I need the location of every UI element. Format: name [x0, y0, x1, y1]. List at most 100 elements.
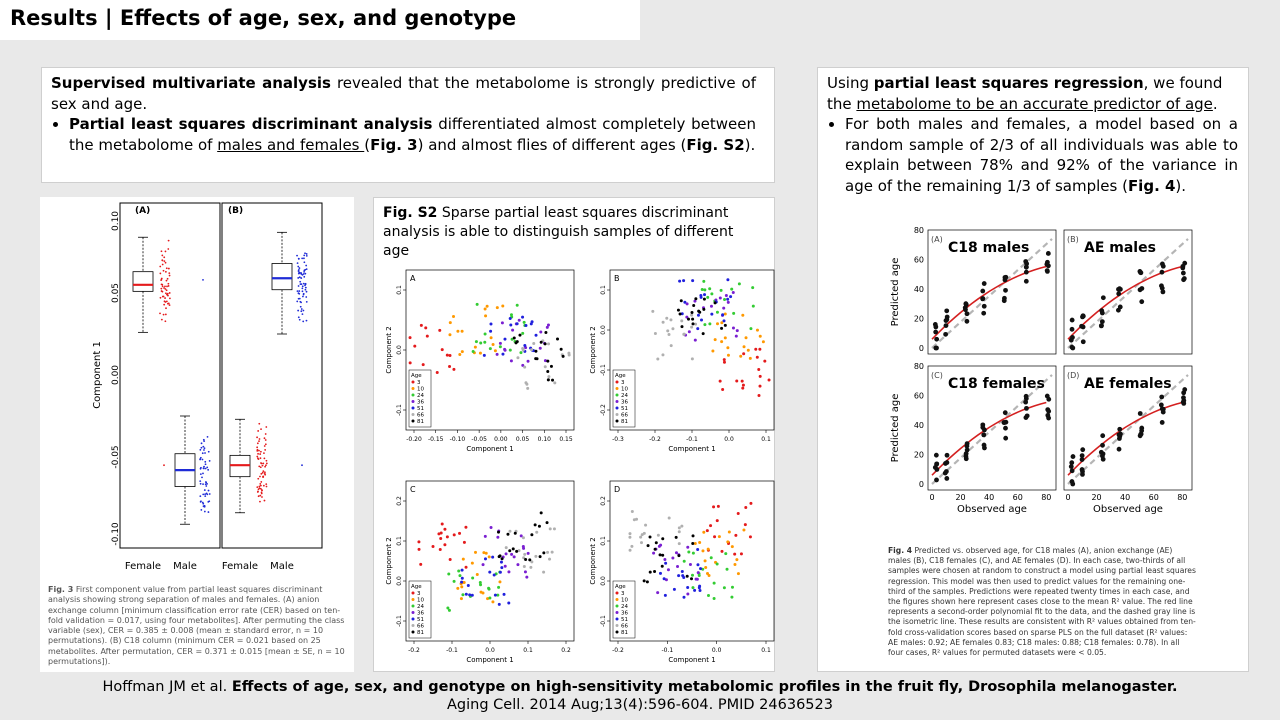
fig4-point [980, 296, 986, 301]
jitter-point [298, 318, 301, 321]
jitter-point [202, 502, 205, 505]
fig4-point [981, 432, 987, 438]
figs2-point [731, 326, 735, 330]
figs2-point [732, 311, 736, 315]
figs2-point [758, 334, 762, 338]
figs2-point [702, 279, 706, 283]
jitter-point [302, 295, 304, 298]
figs2-point [687, 330, 691, 334]
jitter-point [263, 457, 266, 460]
figs2-point [734, 334, 738, 338]
fig4-panel-name: AE females [1084, 376, 1172, 392]
figs2-point [484, 314, 488, 318]
figs2-point [408, 361, 412, 365]
figs2-point [730, 595, 734, 599]
figs2-point [680, 325, 684, 329]
jitter-point [161, 263, 164, 266]
jitter-point [164, 313, 167, 316]
figs2-point [702, 307, 706, 311]
figs2-point [448, 333, 452, 337]
fig3-ytick: 0.10 [111, 211, 121, 231]
jitter-point [256, 486, 259, 489]
figs2-point [496, 535, 500, 539]
jitter-point [202, 438, 205, 441]
jitter-point [164, 320, 167, 323]
figs2-point [513, 531, 517, 535]
figs2-point [693, 588, 697, 592]
figs2-legend-dot [411, 406, 415, 410]
figs2-ytick: 0.0 [396, 576, 403, 586]
figs2-point [713, 338, 717, 342]
figs2-point [699, 294, 703, 298]
fig3-yticks: 0.10 0.05 0.00 -0.05 -0.10 [111, 211, 121, 546]
jitter-point [297, 316, 300, 319]
fig4-point [1003, 419, 1009, 425]
fig4-point [1139, 428, 1145, 434]
figs2-point [686, 592, 690, 596]
figs2-point [690, 573, 694, 577]
jitter-point [301, 273, 304, 276]
jitter-point [161, 254, 164, 257]
right-bullet-list: For both males and females, a model base… [827, 114, 1238, 196]
jitter-point [164, 250, 167, 253]
fig4-point [963, 451, 969, 456]
figs2-point [712, 505, 716, 509]
figs2-point [726, 540, 730, 544]
figs2-point [697, 309, 701, 313]
figs2-legend-dot [615, 413, 619, 416]
figs2-point [502, 592, 506, 596]
figs2-point [740, 379, 744, 383]
figs2-point [698, 584, 702, 588]
fig3-ytick: -0.05 [111, 445, 121, 468]
figs2-point [682, 559, 686, 563]
figs2-point [699, 567, 703, 571]
figs2-point [533, 523, 537, 527]
supervised-analysis-bold: Supervised multivariate analysis [51, 74, 331, 92]
fig4-point [1023, 259, 1029, 264]
figs2-point [685, 315, 689, 319]
figs2-point [658, 553, 662, 557]
figs2-point [741, 313, 745, 317]
figs2-point [543, 365, 547, 369]
jitter-point [297, 257, 300, 260]
figs2-point [478, 581, 482, 585]
figs2-legend-item: 81 [621, 630, 628, 636]
fig4-point [1069, 344, 1075, 350]
jitter-point [264, 449, 267, 451]
figs2-point [483, 534, 487, 538]
figs2-legend-item: 81 [621, 419, 628, 425]
figs2-point [730, 287, 734, 291]
jitter-point [199, 448, 202, 451]
jitter-point [161, 290, 164, 293]
jitter-point [163, 256, 166, 259]
fig4-point [933, 345, 939, 351]
fig4-point [943, 323, 949, 328]
figs2-point [417, 540, 421, 544]
figs2-point [521, 545, 525, 549]
figs2-point [741, 383, 745, 387]
figs2-point [735, 558, 739, 562]
jitter-point [208, 493, 211, 495]
figs2-point [515, 340, 519, 344]
figs2-point [708, 287, 712, 291]
jitter-point [168, 274, 171, 277]
jitter-point [265, 485, 268, 488]
jitter-point [260, 481, 263, 483]
figs2-legend-title: Age [411, 584, 422, 590]
fig4-xtick: 80 [1041, 493, 1051, 502]
figs2-point [703, 559, 707, 563]
fig4-isometric-line [931, 374, 1053, 485]
jitter-point [161, 283, 164, 286]
jitter-point [199, 473, 202, 476]
fig4-panel-name: AE males [1084, 240, 1156, 256]
figs2-legend [612, 369, 636, 428]
fig4-caption: Fig. 4 Predicted vs. observed age, for C… [888, 546, 1196, 658]
fig4-panel-name: C18 females [948, 376, 1045, 392]
figs2-point [672, 587, 676, 591]
figs2-legend-item: 66 [417, 624, 424, 630]
jitter-point [165, 267, 168, 270]
jitter-point [296, 290, 299, 292]
figs2-point [676, 308, 680, 312]
figs2-legend-dot [615, 400, 619, 403]
figs2-point [511, 547, 515, 551]
